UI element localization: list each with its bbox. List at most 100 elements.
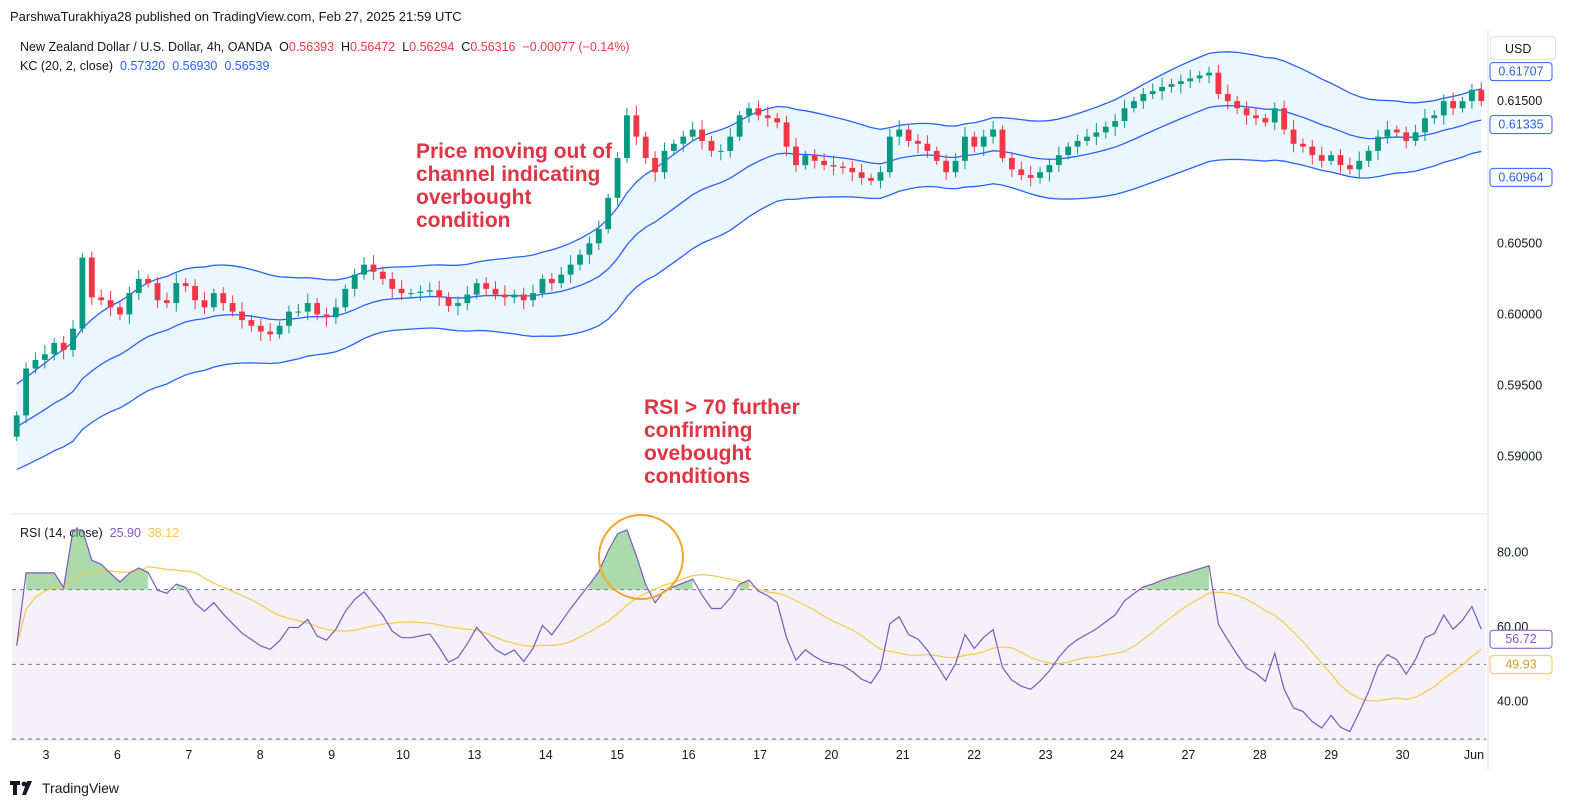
- candle[interactable]: [980, 129, 987, 157]
- candle[interactable]: [1365, 145, 1372, 167]
- candle[interactable]: [1253, 106, 1259, 125]
- candle[interactable]: [229, 295, 236, 317]
- candle[interactable]: [886, 128, 893, 178]
- candle[interactable]: [642, 131, 649, 164]
- candle[interactable]: [915, 134, 921, 154]
- candle[interactable]: [351, 268, 358, 297]
- candle[interactable]: [971, 131, 978, 153]
- candle[interactable]: [680, 130, 687, 152]
- candle[interactable]: [32, 352, 39, 374]
- candle[interactable]: [117, 302, 123, 321]
- candle[interactable]: [389, 272, 396, 299]
- candle[interactable]: [558, 266, 565, 289]
- candle[interactable]: [1393, 125, 1400, 137]
- candle[interactable]: [999, 125, 1006, 163]
- candle[interactable]: [1450, 92, 1457, 116]
- candle[interactable]: [370, 255, 377, 281]
- candle[interactable]: [501, 285, 508, 306]
- candle[interactable]: [1187, 69, 1194, 89]
- candle[interactable]: [210, 288, 217, 312]
- candle[interactable]: [1328, 150, 1334, 166]
- candle[interactable]: [736, 111, 743, 141]
- candle[interactable]: [839, 161, 846, 174]
- candle[interactable]: [755, 100, 762, 121]
- candle[interactable]: [1102, 121, 1109, 139]
- candle[interactable]: [1422, 108, 1428, 141]
- rsi-ma-line[interactable]: [16, 565, 1482, 702]
- candle[interactable]: [943, 154, 950, 180]
- candle[interactable]: [1027, 165, 1034, 187]
- candle[interactable]: [1131, 96, 1137, 113]
- candle[interactable]: [60, 336, 67, 360]
- candle[interactable]: [1149, 83, 1156, 100]
- candle[interactable]: [567, 255, 574, 284]
- candle[interactable]: [304, 293, 311, 321]
- candle[interactable]: [1196, 71, 1203, 83]
- candle[interactable]: [1206, 66, 1212, 84]
- candle[interactable]: [1055, 146, 1062, 172]
- candle[interactable]: [1065, 142, 1072, 160]
- candle[interactable]: [88, 251, 95, 306]
- candle[interactable]: [1093, 123, 1100, 146]
- candle[interactable]: [539, 274, 546, 298]
- kc-label[interactable]: KC (20, 2, close): [20, 59, 114, 73]
- candle[interactable]: [1037, 167, 1043, 184]
- candle[interactable]: [295, 303, 302, 317]
- candle[interactable]: [1159, 77, 1166, 100]
- candle[interactable]: [379, 266, 386, 285]
- candle[interactable]: [492, 281, 499, 300]
- candle[interactable]: [577, 249, 583, 271]
- candle[interactable]: [417, 285, 424, 301]
- candle[interactable]: [1375, 129, 1381, 161]
- candle[interactable]: [154, 277, 161, 308]
- candle[interactable]: [811, 149, 818, 169]
- candle[interactable]: [1262, 113, 1269, 127]
- candle[interactable]: [267, 322, 274, 342]
- candle[interactable]: [530, 284, 536, 308]
- candle[interactable]: [332, 298, 339, 325]
- candle[interactable]: [586, 236, 593, 265]
- candle[interactable]: [849, 161, 856, 182]
- candle[interactable]: [1271, 102, 1278, 131]
- candle[interactable]: [1281, 100, 1288, 135]
- candle[interactable]: [689, 121, 696, 142]
- candle[interactable]: [473, 278, 480, 299]
- candle[interactable]: [1440, 94, 1447, 125]
- candle[interactable]: [107, 290, 114, 316]
- candle[interactable]: [1140, 88, 1147, 109]
- candle[interactable]: [896, 120, 903, 146]
- candle[interactable]: [877, 166, 884, 189]
- candle[interactable]: [511, 289, 518, 304]
- candle[interactable]: [990, 121, 997, 144]
- candle[interactable]: [445, 292, 452, 312]
- candle[interactable]: [595, 220, 602, 251]
- candle[interactable]: [51, 337, 58, 361]
- candle[interactable]: [661, 142, 668, 180]
- candle[interactable]: [398, 280, 405, 300]
- rsi-line[interactable]: [16, 529, 1482, 733]
- candle[interactable]: [314, 297, 321, 321]
- candle[interactable]: [520, 287, 527, 310]
- candle[interactable]: [220, 287, 227, 311]
- candle[interactable]: [624, 107, 630, 164]
- candle[interactable]: [276, 321, 283, 339]
- candle[interactable]: [1290, 120, 1297, 153]
- symbol-label[interactable]: New Zealand Dollar / U.S. Dollar, 4h, OA…: [20, 40, 273, 54]
- candle[interactable]: [248, 315, 255, 332]
- candle[interactable]: [1403, 126, 1410, 149]
- candle[interactable]: [1074, 134, 1081, 155]
- candle[interactable]: [192, 279, 198, 310]
- kc-lower-line[interactable]: [16, 150, 1482, 471]
- candle[interactable]: [924, 135, 931, 158]
- candle[interactable]: [483, 277, 490, 297]
- candle[interactable]: [858, 163, 865, 185]
- candle[interactable]: [70, 320, 76, 357]
- candles[interactable]: [13, 64, 1485, 442]
- candle[interactable]: [239, 302, 245, 329]
- candle[interactable]: [868, 173, 874, 186]
- candle[interactable]: [1346, 157, 1353, 175]
- candle[interactable]: [464, 285, 471, 310]
- candle[interactable]: [98, 289, 105, 306]
- candle[interactable]: [1121, 99, 1128, 128]
- candle[interactable]: [933, 146, 940, 166]
